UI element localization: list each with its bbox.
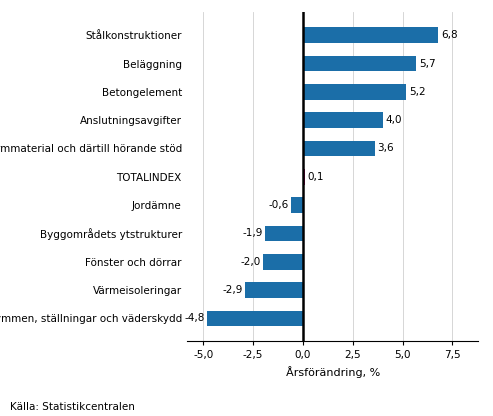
- Bar: [207, 311, 303, 326]
- Bar: [303, 141, 375, 156]
- Text: -2,0: -2,0: [241, 257, 261, 267]
- Text: -4,8: -4,8: [184, 313, 205, 323]
- Text: 5,7: 5,7: [419, 59, 435, 69]
- Bar: [263, 254, 303, 270]
- Text: -1,9: -1,9: [242, 228, 263, 238]
- Text: 4,0: 4,0: [385, 115, 401, 125]
- Text: -2,9: -2,9: [222, 285, 243, 295]
- Text: 0,1: 0,1: [307, 172, 324, 182]
- Text: Källa: Statistikcentralen: Källa: Statistikcentralen: [10, 402, 135, 412]
- Text: 3,6: 3,6: [377, 144, 393, 154]
- Bar: [303, 112, 383, 128]
- X-axis label: Årsförändring, %: Årsförändring, %: [285, 366, 380, 378]
- Bar: [303, 169, 305, 185]
- Bar: [303, 27, 438, 43]
- Bar: [303, 56, 417, 71]
- Bar: [291, 197, 303, 213]
- Text: 6,8: 6,8: [441, 30, 458, 40]
- Text: -0,6: -0,6: [268, 200, 288, 210]
- Bar: [303, 84, 407, 99]
- Bar: [245, 282, 303, 298]
- Text: 5,2: 5,2: [409, 87, 425, 97]
- Bar: [265, 225, 303, 241]
